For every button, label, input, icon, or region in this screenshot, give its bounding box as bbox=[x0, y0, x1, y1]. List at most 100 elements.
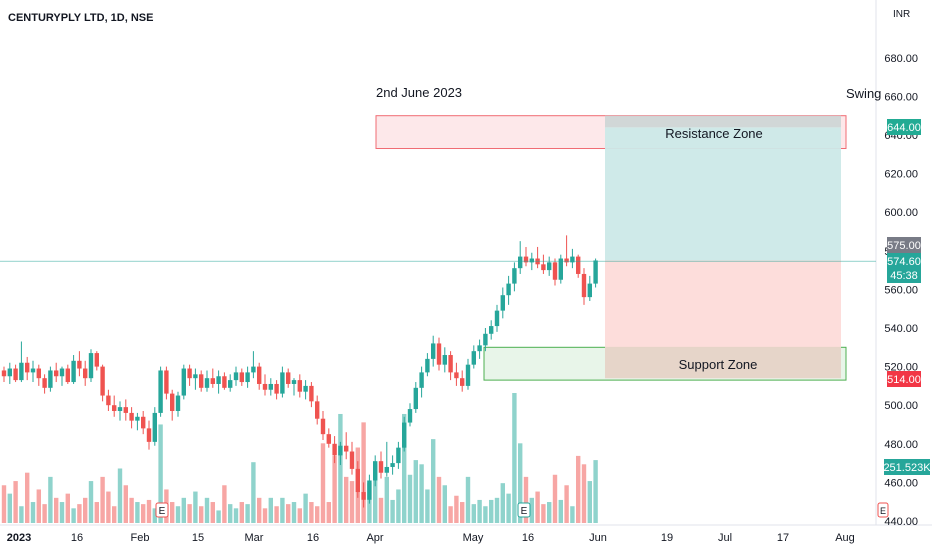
volume-bar bbox=[390, 499, 395, 523]
candle-body bbox=[477, 345, 482, 352]
candle-body bbox=[523, 256, 529, 263]
volume-bar bbox=[129, 497, 134, 523]
candle-body bbox=[529, 258, 534, 263]
currency-label: INR bbox=[893, 9, 910, 20]
earnings-marker[interactable]: E bbox=[155, 502, 169, 518]
volume-bar bbox=[448, 506, 453, 523]
candle-body bbox=[262, 383, 268, 390]
candle bbox=[274, 380, 279, 400]
earnings-icon: E bbox=[159, 506, 166, 517]
candle bbox=[373, 455, 378, 487]
volume-bar bbox=[216, 510, 221, 523]
candle-body bbox=[280, 372, 285, 394]
candle bbox=[19, 341, 24, 383]
x-tick-label: Jul bbox=[718, 532, 732, 544]
volume-bar bbox=[83, 497, 88, 523]
candle bbox=[146, 420, 152, 450]
volume-bar bbox=[280, 497, 285, 523]
volume-bar bbox=[297, 508, 302, 523]
candle-body bbox=[112, 405, 117, 411]
candle bbox=[436, 337, 442, 371]
candle bbox=[83, 360, 88, 386]
volume-bar bbox=[13, 481, 18, 523]
candle bbox=[233, 366, 239, 386]
candle-body bbox=[199, 374, 204, 388]
x-tick-label: 16 bbox=[522, 532, 534, 544]
candle-body bbox=[564, 258, 569, 263]
candle-body bbox=[541, 264, 546, 271]
volume-bar bbox=[320, 443, 326, 523]
volume-bar bbox=[286, 504, 291, 523]
volume-bar bbox=[175, 506, 181, 523]
candle-body bbox=[117, 407, 123, 411]
candle-body bbox=[245, 372, 250, 383]
volume-bar bbox=[402, 413, 407, 523]
candle bbox=[570, 248, 575, 269]
candle bbox=[88, 349, 94, 383]
candle-body bbox=[373, 461, 378, 481]
candle bbox=[175, 391, 181, 417]
candle bbox=[112, 395, 117, 417]
candle-body bbox=[315, 401, 320, 419]
volume-bar bbox=[500, 483, 505, 523]
volume-bar bbox=[315, 506, 320, 523]
y-tick-label: 560.00 bbox=[884, 284, 918, 296]
candle-body bbox=[1, 370, 7, 377]
candle bbox=[593, 258, 598, 288]
candle bbox=[187, 364, 192, 386]
candle-body bbox=[349, 451, 355, 469]
x-tick-label: 19 bbox=[661, 532, 673, 544]
volume-bar bbox=[1, 485, 7, 523]
candle bbox=[42, 374, 47, 394]
countdown-text: 45:38 bbox=[890, 270, 918, 282]
candle bbox=[523, 246, 529, 267]
candle-body bbox=[239, 372, 244, 383]
candle-body bbox=[407, 409, 413, 423]
candle-body bbox=[378, 461, 384, 473]
candle-body bbox=[274, 383, 279, 394]
volume-bar bbox=[233, 508, 239, 523]
x-tick-label: Mar bbox=[245, 532, 264, 544]
candle-body bbox=[42, 378, 47, 388]
candle bbox=[448, 351, 453, 381]
candle-body bbox=[257, 366, 262, 384]
volume-bar bbox=[431, 439, 436, 523]
candle bbox=[489, 320, 494, 340]
candle bbox=[576, 254, 581, 278]
volume-bar bbox=[25, 472, 30, 523]
volume-bar bbox=[373, 464, 378, 523]
earnings-marker[interactable]: E bbox=[517, 502, 531, 518]
volume-tag: 251.523K bbox=[883, 459, 931, 475]
x-tick-label: Apr bbox=[366, 532, 383, 544]
candle-body bbox=[100, 366, 105, 396]
style-note: Swing bbox=[846, 86, 881, 101]
candle bbox=[390, 455, 395, 475]
support-zone-label: Support Zone bbox=[679, 357, 758, 372]
candle-body bbox=[593, 260, 598, 284]
candle-body bbox=[320, 418, 326, 435]
volume-bar bbox=[570, 506, 575, 523]
profit-target-area[interactable] bbox=[605, 127, 841, 261]
candle bbox=[123, 399, 128, 421]
volume-bar bbox=[384, 476, 389, 523]
volume-bar bbox=[581, 464, 587, 523]
candle bbox=[13, 364, 18, 383]
volume-bar bbox=[199, 506, 204, 523]
volume-bar bbox=[170, 502, 175, 523]
volume-bar bbox=[141, 504, 146, 523]
candle bbox=[512, 262, 517, 292]
candle bbox=[332, 436, 337, 464]
candle-body bbox=[547, 262, 552, 271]
candle bbox=[210, 368, 215, 388]
candle bbox=[460, 370, 465, 392]
candle bbox=[419, 366, 424, 398]
candle-body bbox=[228, 380, 233, 388]
candle-body bbox=[448, 355, 453, 373]
candle-body bbox=[204, 378, 210, 388]
candle-body bbox=[367, 480, 372, 500]
earnings-marker-axis[interactable]: E bbox=[877, 502, 889, 518]
candle bbox=[402, 416, 407, 452]
volume-bar bbox=[506, 493, 511, 523]
volume-bar bbox=[181, 497, 186, 523]
